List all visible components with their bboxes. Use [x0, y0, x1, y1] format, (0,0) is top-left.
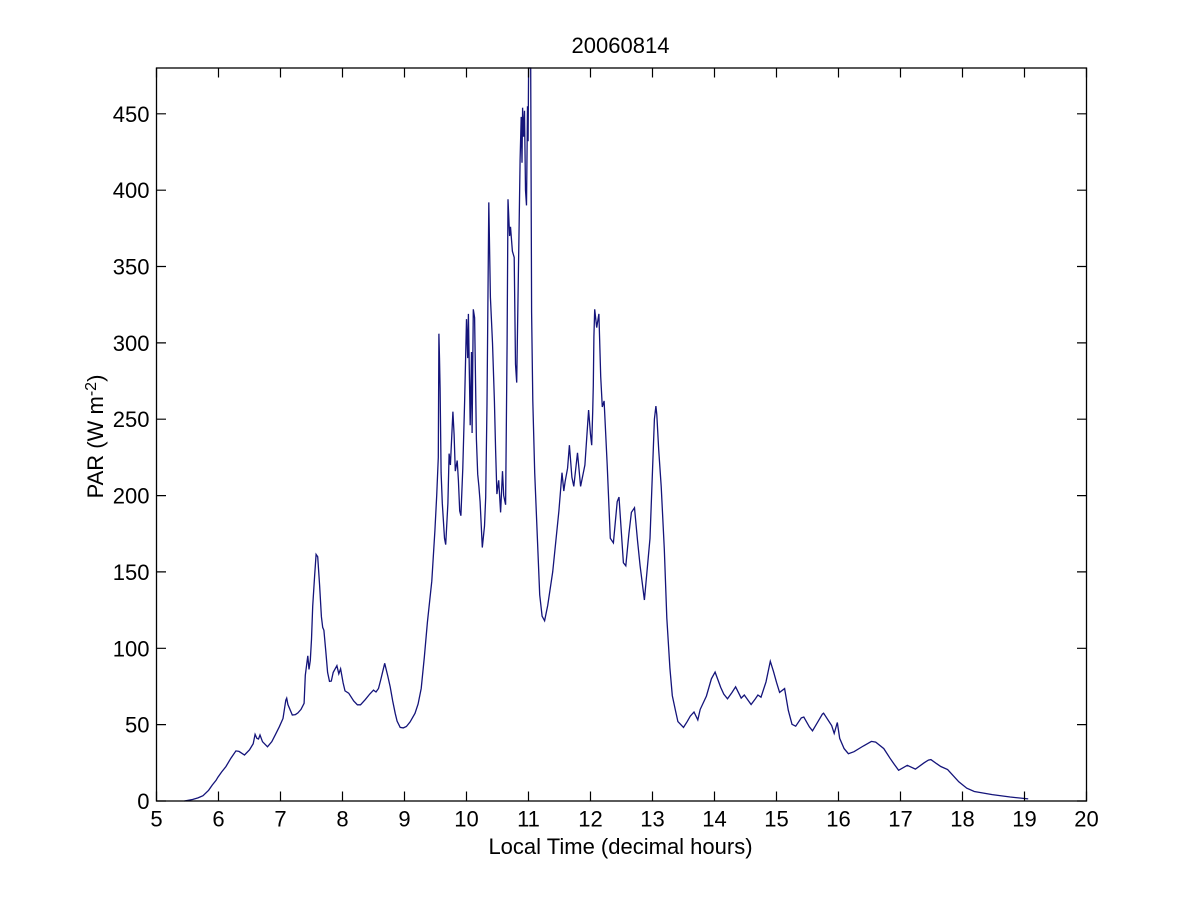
svg-text:400: 400	[113, 178, 150, 203]
svg-text:PAR (W m-2): PAR (W m-2)	[83, 375, 108, 499]
svg-text:450: 450	[113, 102, 150, 127]
svg-text:8: 8	[336, 807, 348, 832]
svg-text:300: 300	[113, 331, 150, 356]
svg-text:50: 50	[125, 713, 149, 738]
svg-text:17: 17	[888, 807, 912, 832]
svg-text:250: 250	[113, 407, 150, 432]
svg-text:14: 14	[702, 807, 726, 832]
svg-text:16: 16	[826, 807, 850, 832]
svg-text:350: 350	[113, 255, 150, 280]
svg-text:5: 5	[150, 807, 162, 832]
svg-text:200: 200	[113, 484, 150, 509]
svg-text:6: 6	[212, 807, 224, 832]
svg-text:0: 0	[137, 789, 149, 814]
svg-text:11: 11	[517, 807, 540, 832]
svg-text:150: 150	[113, 560, 150, 585]
svg-text:12: 12	[578, 807, 602, 832]
svg-text:10: 10	[454, 807, 478, 832]
svg-text:15: 15	[764, 807, 788, 832]
svg-text:20: 20	[1074, 807, 1098, 832]
svg-text:20060814: 20060814	[572, 33, 670, 58]
svg-text:18: 18	[950, 807, 974, 832]
svg-text:7: 7	[274, 807, 286, 832]
svg-text:100: 100	[113, 636, 150, 661]
svg-text:19: 19	[1012, 807, 1036, 832]
svg-text:Local Time (decimal hours): Local Time (decimal hours)	[488, 834, 752, 859]
svg-text:13: 13	[640, 807, 664, 832]
svg-text:9: 9	[398, 807, 410, 832]
